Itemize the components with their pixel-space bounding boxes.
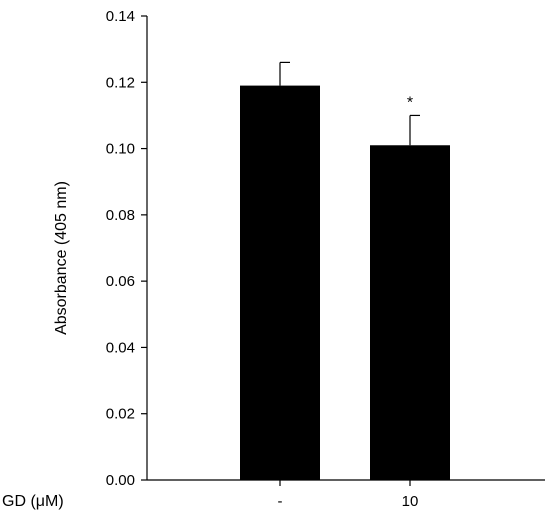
y-tick-label: 0.06 [106, 273, 135, 290]
y-tick-label: 0.12 [106, 74, 135, 91]
y-axis-title: Absorbance (405 nm) [53, 181, 70, 335]
y-tick-label: 0.04 [106, 339, 135, 356]
y-axis-ticks: 0.00 0.02 0.04 0.06 0.08 0.10 0.12 0.14 [106, 8, 147, 489]
x-tick-label: - [278, 493, 283, 510]
bar-2 [370, 145, 450, 480]
x-axis-ticks: - 10 [278, 480, 419, 510]
x-axis-title: GD (μM) [2, 493, 64, 510]
x-tick-label: 10 [402, 493, 419, 510]
bar-1 [240, 85, 320, 480]
bars [240, 85, 450, 480]
y-tick-label: 0.00 [106, 472, 135, 489]
y-tick-label: 0.10 [106, 141, 135, 158]
significance-marker: * [407, 94, 413, 111]
y-tick-label: 0.02 [106, 406, 135, 423]
error-bars: * [279, 61, 420, 146]
y-tick-label: 0.14 [106, 8, 135, 25]
y-tick-label: 0.08 [106, 207, 135, 224]
